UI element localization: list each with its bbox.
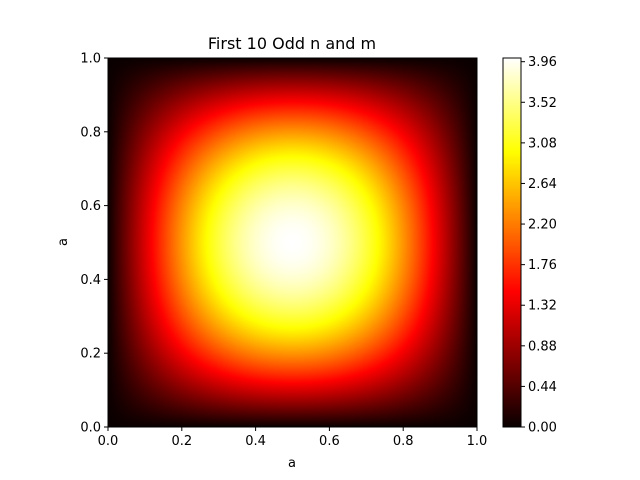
chart-title: First 10 Odd n and m xyxy=(208,34,376,53)
colorbar-tick-label: 3.08 xyxy=(528,136,557,151)
colorbar-tick-label: 1.76 xyxy=(528,258,557,273)
x-axis: 0.0 0.2 0.4 0.6 0.8 1.0 xyxy=(98,427,488,449)
plot-frame xyxy=(107,57,478,428)
y-axis-label: a xyxy=(56,238,71,246)
x-tick-label: 0.8 xyxy=(393,434,414,449)
colorbar-gradient xyxy=(503,58,521,427)
colorbar-tick-label: 0.00 xyxy=(528,421,557,436)
y-tick-label: 1.0 xyxy=(80,52,101,67)
y-axis: 0.0 0.2 0.4 0.6 0.8 1.0 xyxy=(80,52,108,436)
colorbar-tick-label: 0.44 xyxy=(528,380,557,395)
colorbar-tick-label: 2.20 xyxy=(528,218,557,233)
y-tick-label: 0.0 xyxy=(80,421,101,436)
colorbar-frame xyxy=(502,57,522,428)
colorbar-tick-label: 3.52 xyxy=(528,96,557,111)
x-tick-label: 0.2 xyxy=(171,434,192,449)
x-tick-label: 0.6 xyxy=(319,434,340,449)
colorbar-tick-label: 1.32 xyxy=(528,299,557,314)
y-tick-label: 0.4 xyxy=(80,273,101,288)
colorbar-tick-label: 3.96 xyxy=(528,55,557,70)
colorbar-tick-label: 2.64 xyxy=(528,177,557,192)
x-axis-label: a xyxy=(288,456,296,471)
y-tick-label: 0.8 xyxy=(80,125,101,140)
colorbar-axis: 0.00 0.44 0.88 1.32 1.76 2.20 2.64 3.08 3.52 3.96 xyxy=(521,55,557,436)
x-tick-label: 0.4 xyxy=(245,434,266,449)
colorbar-tick-label: 0.88 xyxy=(528,339,557,354)
x-tick-label: 0.0 xyxy=(98,434,119,449)
y-tick-label: 0.6 xyxy=(80,199,101,214)
y-tick-label: 0.2 xyxy=(80,347,101,362)
x-tick-label: 1.0 xyxy=(467,434,488,449)
heatmap-image xyxy=(108,58,477,427)
